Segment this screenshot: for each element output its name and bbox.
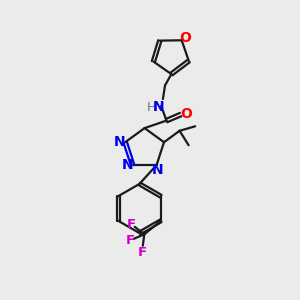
- Text: O: O: [180, 31, 191, 45]
- Text: N: N: [114, 135, 126, 148]
- Text: H: H: [147, 101, 156, 114]
- Text: N: N: [122, 158, 133, 172]
- Text: N: N: [153, 100, 164, 114]
- Text: O: O: [180, 107, 192, 121]
- Text: F: F: [127, 218, 136, 231]
- Text: F: F: [126, 234, 135, 248]
- Text: N: N: [152, 164, 163, 177]
- Text: F: F: [138, 246, 147, 259]
